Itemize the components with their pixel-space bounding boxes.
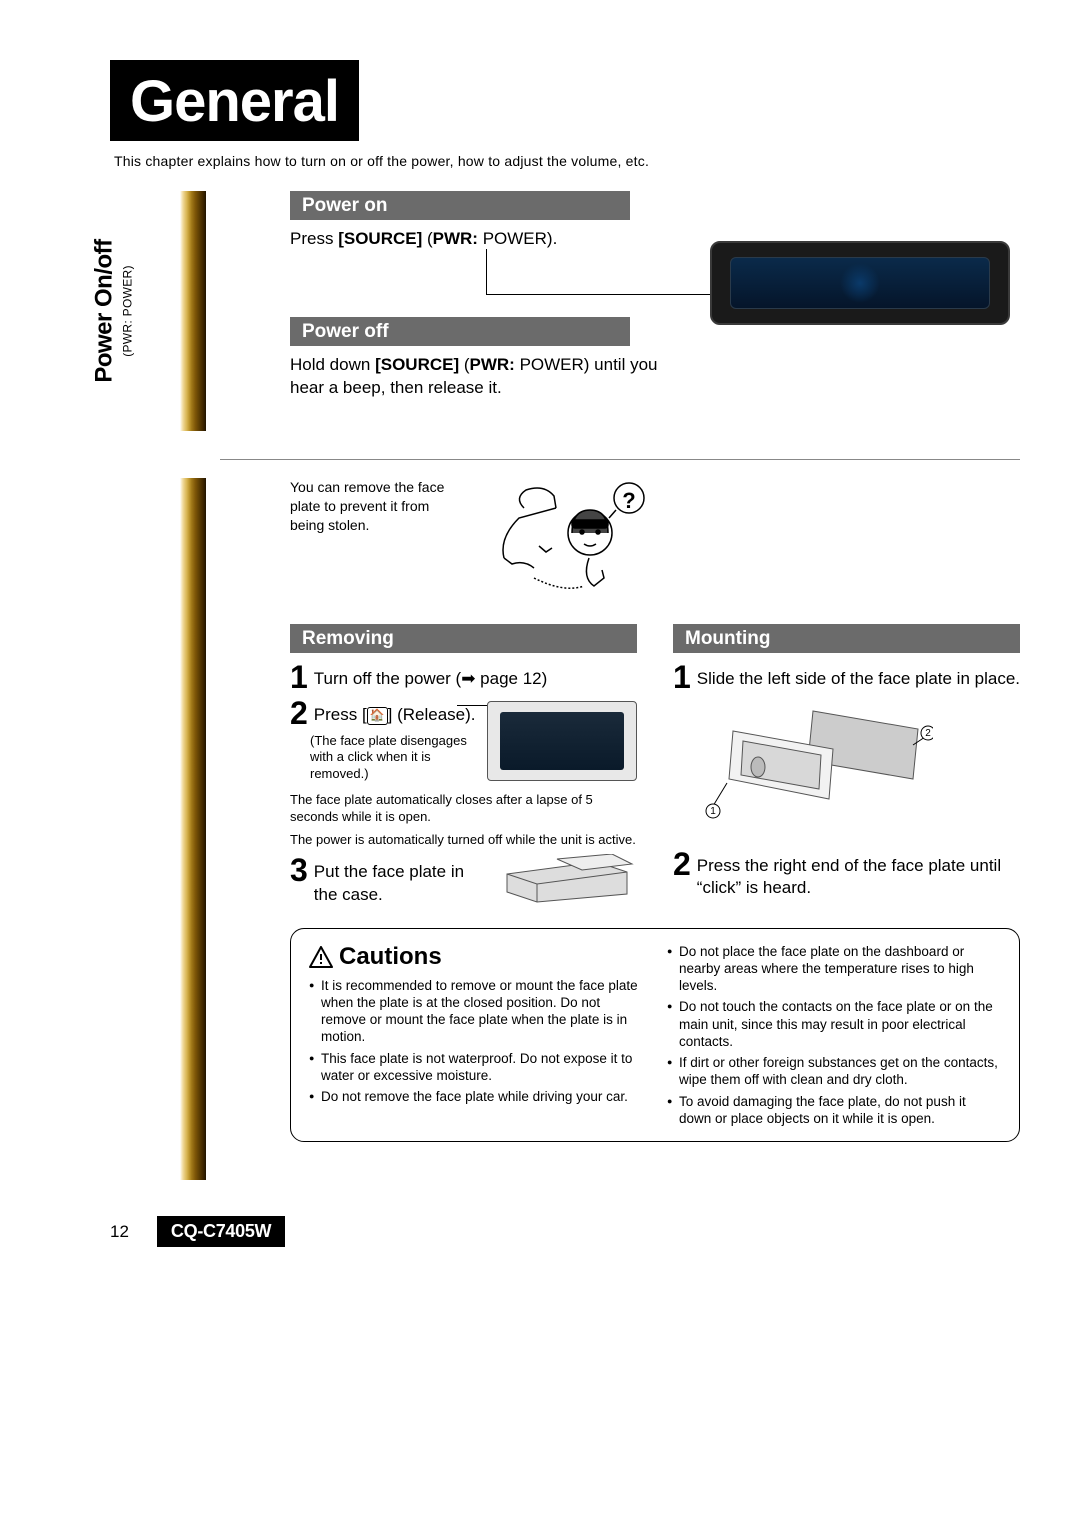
mounting-step-1: 1 Slide the left side of the face plate … [673,661,1020,693]
section-power: Power On/off (PWR: POWER) Power on Press… [110,191,1020,431]
side-subtitle-power: (PWR: POWER) [120,239,134,382]
svg-text:?: ? [622,488,635,513]
power-off-instruction: Hold down [SOURCE] (PWR: POWER) until yo… [290,354,680,400]
subhead-mounting: Mounting [673,624,1020,653]
caution-item: Do not place the face plate on the dashb… [667,943,1001,995]
subhead-power-off: Power off [290,317,630,346]
page-number: 12 [110,1222,129,1242]
gradient-bar-2 [180,478,206,1180]
svg-text:2: 2 [925,728,931,739]
caution-item: Do not touch the contacts on the face pl… [667,998,1001,1050]
subhead-power-on: Power on [290,191,630,220]
power-on-instruction: Press [SOURCE] (PWR: POWER). [290,228,680,251]
chapter-title: General [130,69,339,134]
chapter-intro: This chapter explains how to turn on or … [114,153,1020,169]
step-2-note: (The face plate disengages with a click … [310,733,479,782]
subhead-removing: Removing [290,624,637,653]
cautions-list-right: Do not place the face plate on the dashb… [667,943,1001,1128]
caution-item: To avoid damaging the face plate, do not… [667,1093,1001,1128]
svg-text:1: 1 [710,806,716,817]
faceplate-photo-release [487,701,637,781]
side-label-faceplate: Face Plate Removing/Mounting (ANTI-THEFT… [110,478,180,1180]
removing-note-2: The power is automatically turned off wh… [290,832,637,849]
gradient-bar [180,191,206,431]
faceplate-intro: You can remove the face plate to prevent… [290,478,460,535]
chapter-title-bar: General [110,60,359,141]
cautions-title: Cautions [309,943,643,971]
thief-illustration: ? [494,478,664,598]
caution-item: Do not remove the face plate while drivi… [309,1088,643,1105]
removing-step-2: 2 Press [🏠] (Release). [290,697,479,729]
caution-item: This face plate is not waterproof. Do no… [309,1050,643,1085]
page-footer: 12 CQ-C7405W [110,1216,1020,1247]
windshield-line [519,488,556,508]
removing-step-1: 1 Turn off the power (➡ page 12) [290,661,637,693]
caution-item: It is recommended to remove or mount the… [309,977,643,1046]
section-faceplate: Face Plate Removing/Mounting (ANTI-THEFT… [110,460,1020,1180]
removing-step-3: 3 Put the face plate in the case. [290,854,489,905]
cautions-list-left: It is recommended to remove or mount the… [309,977,643,1106]
mounting-step-2: 2 Press the right end of the face plate … [673,848,1020,899]
caution-item: If dirt or other foreign substances get … [667,1054,1001,1089]
device-photo [710,241,1010,325]
side-title-power: Power On/off [90,239,118,382]
manual-page: General This chapter explains how to tur… [0,0,1080,1287]
cautions-box: Cautions It is recommended to remove or … [290,928,1020,1143]
warning-icon [309,946,333,968]
side-label-power: Power On/off (PWR: POWER) [110,191,180,431]
removing-note-1: The face plate automatically closes afte… [290,792,637,826]
case-illustration [497,854,637,909]
model-badge: CQ-C7405W [157,1216,285,1247]
mounting-illustration: 1 2 [703,701,933,836]
